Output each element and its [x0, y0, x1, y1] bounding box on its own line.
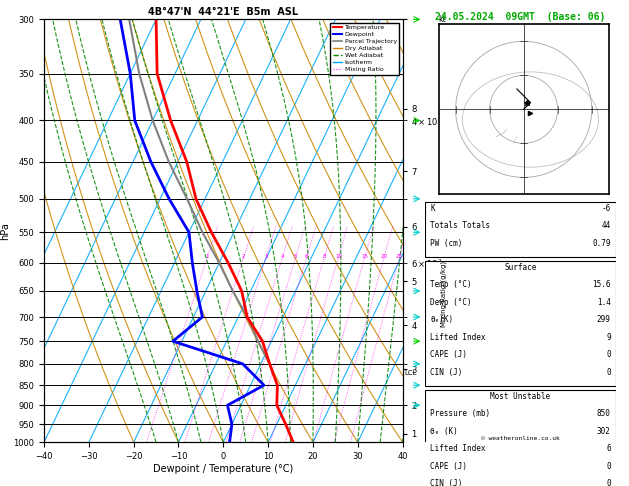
Text: CAPE (J): CAPE (J) [430, 462, 467, 471]
Text: 299: 299 [597, 315, 611, 324]
Text: 302: 302 [597, 427, 611, 436]
Text: 8: 8 [323, 255, 326, 260]
Text: CIN (J): CIN (J) [430, 367, 463, 377]
Text: Lifted Index: Lifted Index [430, 332, 486, 342]
Title: 4B°47'N  44°21'E  B5m  ASL: 4B°47'N 44°21'E B5m ASL [148, 7, 298, 17]
Text: 0: 0 [606, 350, 611, 359]
Text: 1: 1 [206, 255, 209, 260]
Text: © weatheronline.co.uk: © weatheronline.co.uk [481, 436, 560, 441]
Text: θₑ (K): θₑ (K) [430, 427, 458, 436]
Text: Dewp (°C): Dewp (°C) [430, 297, 472, 307]
Text: 2: 2 [242, 255, 245, 260]
Text: 6: 6 [305, 255, 308, 260]
Text: 0: 0 [606, 479, 611, 486]
FancyBboxPatch shape [425, 261, 616, 386]
Text: 6: 6 [606, 444, 611, 453]
Text: Most Unstable: Most Unstable [491, 392, 550, 401]
Y-axis label: hPa: hPa [1, 222, 11, 240]
Text: PW (cm): PW (cm) [430, 239, 463, 248]
Text: Surface: Surface [504, 262, 537, 272]
Text: Totals Totals: Totals Totals [430, 221, 491, 230]
Text: Temp (°C): Temp (°C) [430, 280, 472, 289]
Text: 20: 20 [381, 255, 387, 260]
Text: 10: 10 [335, 255, 342, 260]
Text: 0.79: 0.79 [592, 239, 611, 248]
FancyBboxPatch shape [425, 202, 616, 257]
Text: 850: 850 [597, 409, 611, 418]
Text: 0: 0 [606, 462, 611, 471]
Text: CIN (J): CIN (J) [430, 479, 463, 486]
Text: Lifted Index: Lifted Index [430, 444, 486, 453]
Text: 15: 15 [362, 255, 369, 260]
Legend: Temperature, Dewpoint, Parcel Trajectory, Dry Adiabat, Wet Adiabat, Isotherm, Mi: Temperature, Dewpoint, Parcel Trajectory… [330, 22, 399, 74]
X-axis label: Dewpoint / Temperature (°C): Dewpoint / Temperature (°C) [153, 464, 293, 474]
Text: θₑ(K): θₑ(K) [430, 315, 454, 324]
Text: LCL: LCL [404, 369, 416, 376]
Text: 25: 25 [396, 255, 403, 260]
Text: 5: 5 [294, 255, 298, 260]
Text: 24.05.2024  09GMT  (Base: 06): 24.05.2024 09GMT (Base: 06) [435, 12, 606, 22]
Text: 4: 4 [281, 255, 284, 260]
Text: 44: 44 [601, 221, 611, 230]
Text: 1.4: 1.4 [597, 297, 611, 307]
Text: K: K [430, 204, 435, 213]
Text: -6: -6 [601, 204, 611, 213]
Text: CAPE (J): CAPE (J) [430, 350, 467, 359]
Text: 9: 9 [606, 332, 611, 342]
Text: 0: 0 [606, 367, 611, 377]
Text: 3: 3 [264, 255, 268, 260]
Text: kt: kt [438, 15, 446, 24]
Text: 15.6: 15.6 [592, 280, 611, 289]
FancyBboxPatch shape [425, 390, 616, 486]
Text: Mixing Ratio (g/kg): Mixing Ratio (g/kg) [440, 261, 447, 328]
Text: Pressure (mb): Pressure (mb) [430, 409, 491, 418]
